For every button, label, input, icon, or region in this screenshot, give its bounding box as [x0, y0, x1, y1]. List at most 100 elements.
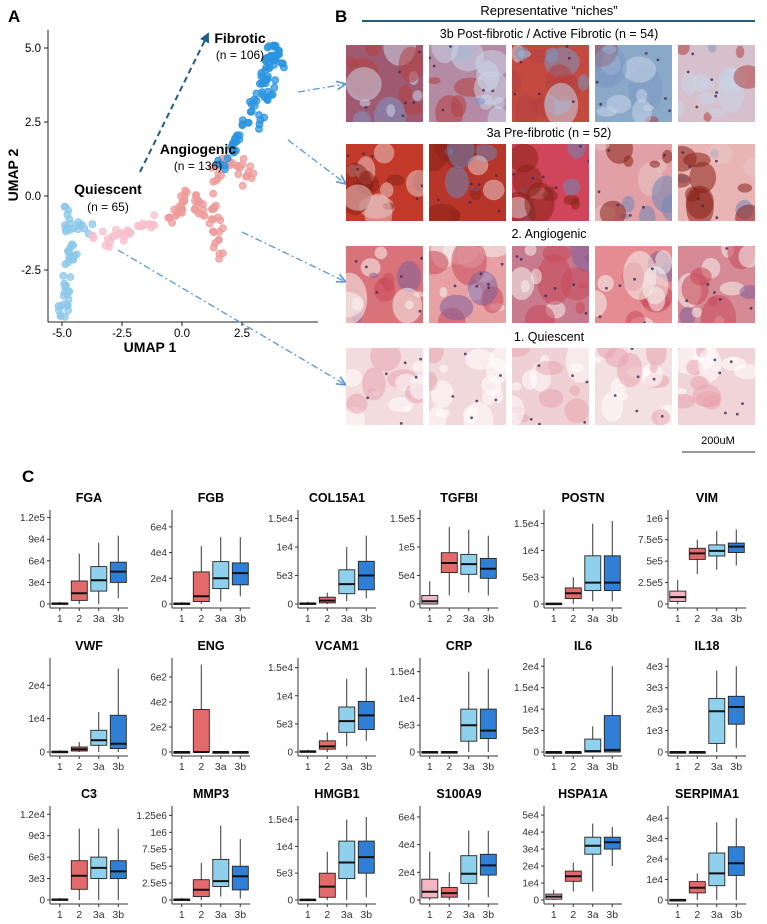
niche-image-tile	[429, 348, 506, 425]
boxplot-y-tick-label: 0	[39, 896, 45, 907]
boxplot-box	[318, 740, 336, 750]
boxplot-title: FGB	[198, 491, 224, 505]
umap-point	[64, 306, 72, 315]
umap-point	[62, 227, 70, 236]
cell-nucleus	[587, 159, 589, 163]
cell-nucleus	[701, 204, 705, 208]
umap-point	[209, 205, 217, 214]
boxplot-y-tick-label: 0	[39, 600, 45, 611]
umap-y-tick-label: -2.5	[21, 265, 41, 277]
cell-nucleus	[479, 272, 483, 276]
tissue-texture	[708, 108, 726, 118]
cell-nucleus	[554, 186, 558, 190]
cell-nucleus	[735, 412, 739, 416]
tissue-texture	[570, 198, 581, 210]
boxplot-y-tick-label: 3e3	[646, 683, 663, 694]
boxplot-x-tick-label: 3a	[463, 761, 475, 773]
umap-point	[168, 218, 177, 227]
tissue-texture	[493, 96, 505, 110]
tissue-texture	[451, 45, 484, 72]
boxplot-box	[338, 706, 356, 733]
cell-nucleus	[656, 58, 660, 62]
boxplot-x-tick-label: 3b	[112, 909, 124, 921]
umap-point	[194, 209, 203, 218]
tissue-texture	[595, 356, 603, 363]
umap-point	[194, 197, 203, 205]
cell-nucleus	[718, 298, 722, 301]
tissue-texture	[649, 160, 661, 168]
umap-point	[269, 51, 278, 60]
boxplot-title: ENG	[197, 639, 224, 653]
tissue-texture	[439, 294, 474, 321]
trajectory-arrow	[139, 32, 209, 173]
boxplot-box	[338, 569, 356, 595]
cell-nucleus	[537, 92, 541, 96]
boxplot-y-tick-label: 0	[533, 896, 539, 907]
tissue-texture	[346, 272, 368, 323]
link-arrow-angiogenic	[241, 231, 346, 282]
umap-point	[223, 154, 232, 163]
boxplot-y-tick-label: 2e4	[522, 662, 539, 673]
boxplot-box	[90, 566, 108, 592]
boxplot-y-tick-label: 6e3	[28, 853, 45, 864]
tissue-texture	[346, 369, 363, 387]
boxplot-y-tick-label: 1e4	[522, 705, 539, 716]
cell-nucleus	[400, 275, 403, 278]
boxplot-y-tick-label: 3e4	[646, 834, 663, 845]
cell-nucleus	[356, 167, 359, 171]
cell-nucleus	[652, 377, 656, 381]
cell-nucleus	[663, 153, 666, 157]
boxplot-x-tick-label: 1	[57, 613, 63, 625]
tissue-texture	[429, 250, 449, 275]
cluster-n-quiescent: (n = 65)	[87, 200, 129, 214]
boxplot-x-tick-label: 2	[694, 761, 700, 773]
boxplot-col15a1: COL15A1 0 5e3 1e4 1.5e4 1 2 3a 3b	[268, 491, 376, 625]
cell-nucleus	[715, 216, 719, 220]
niche-image-tile	[346, 246, 423, 323]
cell-nucleus	[710, 78, 714, 81]
cell-nucleus	[441, 108, 445, 112]
tissue-texture	[414, 291, 423, 298]
cell-nucleus	[643, 321, 646, 323]
boxplot-box	[109, 860, 127, 880]
umap-point	[178, 209, 186, 217]
boxplot-x-tick-label: 1	[57, 909, 63, 921]
tissue-texture	[405, 170, 423, 197]
boxplot-y-tick-label: 5e5	[150, 862, 167, 873]
umap-point	[205, 219, 214, 228]
cell-nucleus	[529, 417, 533, 421]
boxplot-title: FGA	[76, 491, 102, 505]
boxplot-x-tick-label: 2	[446, 909, 452, 921]
boxplot-crp: CRP 0 5e3 1e4 1.5e4 1 2 3a 3b	[390, 639, 498, 773]
boxplot-box	[421, 595, 439, 605]
tissue-texture	[605, 144, 633, 164]
cell-nucleus	[713, 358, 717, 362]
boxplot-y-tick-label: 6e2	[150, 673, 167, 684]
umap-point	[66, 273, 75, 282]
umap-point	[238, 160, 247, 169]
boxplot-il6: IL6 0 5e3 1e4 1.5e4 2e4 1 2 3a 3b	[514, 639, 622, 773]
boxplot-il18: IL18 0 1e3 2e3 3e3 4e3 1 2 3a 3b	[646, 639, 746, 773]
tissue-texture	[562, 178, 581, 196]
umap-point	[138, 219, 147, 228]
tissue-texture	[584, 255, 589, 262]
boxplot-y-tick-label: 2.5e5	[142, 879, 167, 890]
tissue-texture	[742, 157, 755, 178]
cell-nucleus	[420, 256, 423, 260]
cell-nucleus	[429, 56, 432, 60]
tissue-texture	[738, 246, 755, 268]
boxplot-y-tick-label: 0	[533, 600, 539, 611]
boxplot-y-tick-label: 1e3	[646, 726, 663, 737]
niche-image-grid	[346, 45, 755, 425]
tissue-texture	[690, 267, 712, 286]
cluster-n-angiogenic: (n = 136)	[174, 159, 222, 173]
tissue-texture	[727, 356, 740, 364]
umap-point	[181, 186, 190, 195]
cell-nucleus	[650, 267, 654, 271]
boxplot-x-tick-label: 2	[570, 613, 576, 625]
niche-image-tile	[429, 144, 506, 221]
boxplot-vwf: VWF 0 1e4 2e4 1 2 3a 3b	[28, 639, 128, 773]
tissue-texture	[577, 74, 589, 91]
